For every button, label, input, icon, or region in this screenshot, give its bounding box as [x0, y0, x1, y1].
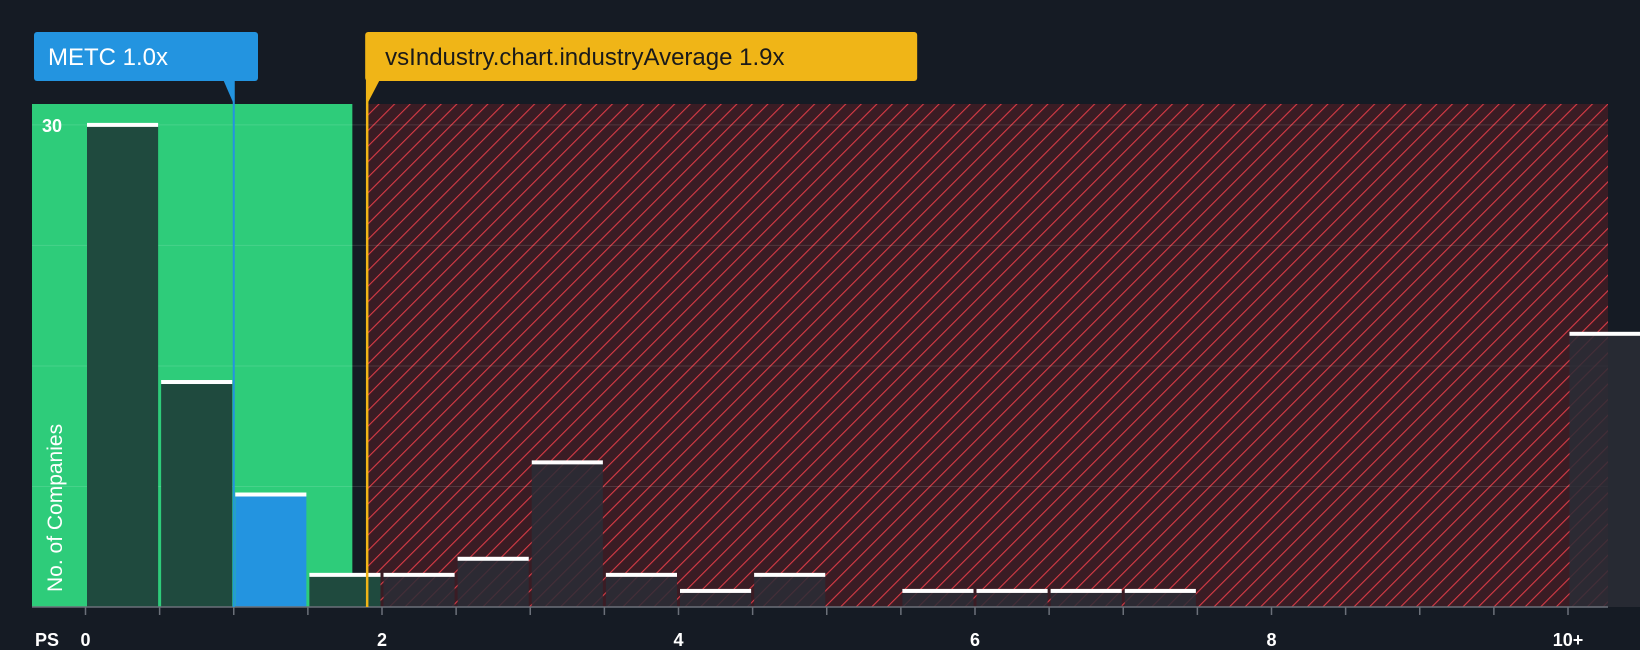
company-label-pointer	[223, 81, 234, 104]
bar-cap	[1050, 588, 1122, 593]
bar-cap	[161, 380, 233, 385]
bar-cap	[457, 556, 529, 561]
histogram-bar	[383, 574, 455, 607]
bar-cap	[680, 588, 752, 593]
histogram-bar	[235, 494, 307, 607]
company-label-text: METC 1.0x	[48, 44, 168, 71]
histogram-bar	[161, 382, 233, 607]
x-tick-label: 2	[377, 630, 387, 650]
company-label-box	[34, 32, 258, 81]
industry-label-text: vsIndustry.chart.industryAverage 1.9x	[385, 44, 784, 71]
bar-cap	[531, 460, 603, 465]
bar-cap	[605, 572, 677, 577]
histogram-bar	[457, 558, 529, 607]
x-tick-label: 4	[673, 630, 683, 650]
bar-cap	[976, 588, 1048, 593]
x-tick-label: 6	[970, 630, 980, 650]
histogram-bar	[531, 462, 603, 607]
y-tick-label: 30	[42, 116, 62, 136]
histogram-bar	[1050, 590, 1122, 607]
histogram-bar	[902, 590, 974, 607]
histogram-bar	[309, 574, 381, 607]
bars	[87, 122, 1640, 608]
y-axis-title: No. of Companies	[44, 424, 67, 592]
bar-cap	[1124, 588, 1196, 593]
x-tick-label: 8	[1266, 630, 1276, 650]
markers	[232, 78, 369, 607]
histogram-bar	[976, 590, 1048, 607]
value-labels: METC 1.0x vsIndustry.chart.industryAverag…	[34, 32, 918, 104]
industry-label-pointer	[367, 81, 380, 104]
histogram-bar	[605, 574, 677, 607]
histogram-bar	[1124, 590, 1196, 607]
industry-label-box	[365, 32, 918, 81]
x-axis: 0 2 4 6 8 10+ 30	[32, 116, 1608, 650]
histogram-bar	[1569, 333, 1640, 607]
bar-cap	[754, 572, 826, 577]
x-tick-label: 10+	[1553, 630, 1584, 650]
bar-cap	[902, 588, 974, 593]
x-tick-label: 0	[80, 630, 90, 650]
histogram-bar	[87, 124, 159, 608]
bar-cap	[383, 572, 455, 577]
bar-cap	[1569, 331, 1640, 336]
histogram-bar	[754, 574, 826, 607]
chart-zones	[32, 104, 1608, 607]
bar-cap	[87, 122, 159, 127]
x-axis-title: PS	[35, 630, 59, 650]
histogram-bar	[680, 590, 752, 607]
bar-cap	[235, 492, 307, 497]
bar-cap	[309, 572, 381, 577]
